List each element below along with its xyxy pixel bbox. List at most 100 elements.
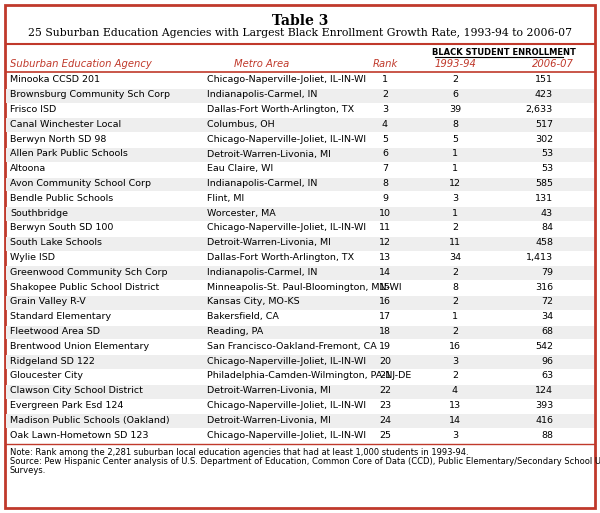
Bar xyxy=(6,385,594,399)
Text: 302: 302 xyxy=(535,135,553,144)
Text: 34: 34 xyxy=(449,253,461,262)
Text: 15: 15 xyxy=(379,283,391,292)
Text: 151: 151 xyxy=(535,75,553,85)
Text: Greenwood Community Sch Corp: Greenwood Community Sch Corp xyxy=(10,268,167,277)
Bar xyxy=(6,266,594,280)
Text: Clawson City School District: Clawson City School District xyxy=(10,386,143,396)
Bar xyxy=(6,415,594,428)
Text: 3: 3 xyxy=(382,105,388,114)
Text: 11: 11 xyxy=(379,224,391,232)
Text: 25: 25 xyxy=(379,431,391,440)
Text: 2: 2 xyxy=(452,268,458,277)
Text: Detroit-Warren-Livonia, MI: Detroit-Warren-Livonia, MI xyxy=(207,416,331,425)
Text: 458: 458 xyxy=(535,239,553,247)
Text: Chicago-Naperville-Joliet, IL-IN-WI: Chicago-Naperville-Joliet, IL-IN-WI xyxy=(207,401,366,410)
Text: 24: 24 xyxy=(379,416,391,425)
Text: 13: 13 xyxy=(379,253,391,262)
Text: San Francisco-Oakland-Fremont, CA: San Francisco-Oakland-Fremont, CA xyxy=(207,342,377,351)
Text: Chicago-Naperville-Joliet, IL-IN-WI: Chicago-Naperville-Joliet, IL-IN-WI xyxy=(207,224,366,232)
Text: 4: 4 xyxy=(452,386,458,396)
Text: Metro Area: Metro Area xyxy=(235,59,290,69)
Text: 2: 2 xyxy=(382,90,388,100)
Text: 2: 2 xyxy=(452,327,458,336)
Text: 13: 13 xyxy=(449,401,461,410)
Text: 6: 6 xyxy=(452,90,458,100)
Text: Suburban Education Agency: Suburban Education Agency xyxy=(10,59,152,69)
Text: 1: 1 xyxy=(452,164,458,173)
Bar xyxy=(6,177,594,191)
Text: Flint, MI: Flint, MI xyxy=(207,194,244,203)
Bar xyxy=(6,326,594,340)
Text: Southbridge: Southbridge xyxy=(10,209,68,218)
Text: 1,413: 1,413 xyxy=(526,253,553,262)
Text: 2006-07: 2006-07 xyxy=(532,59,574,69)
Bar xyxy=(6,207,594,221)
Text: 1: 1 xyxy=(382,75,388,85)
Text: 96: 96 xyxy=(541,357,553,366)
Text: 53: 53 xyxy=(541,149,553,159)
Text: 4: 4 xyxy=(382,120,388,129)
Text: 416: 416 xyxy=(535,416,553,425)
Text: 68: 68 xyxy=(541,327,553,336)
Text: Detroit-Warren-Livonia, MI: Detroit-Warren-Livonia, MI xyxy=(207,149,331,159)
Text: Frisco ISD: Frisco ISD xyxy=(10,105,56,114)
Text: Dallas-Fort Worth-Arlington, TX: Dallas-Fort Worth-Arlington, TX xyxy=(207,253,354,262)
Text: BLACK STUDENT ENROLLMENT: BLACK STUDENT ENROLLMENT xyxy=(432,48,576,57)
Text: 8: 8 xyxy=(452,283,458,292)
Text: 18: 18 xyxy=(379,327,391,336)
Bar xyxy=(6,119,594,132)
Text: Indianapolis-Carmel, IN: Indianapolis-Carmel, IN xyxy=(207,268,317,277)
Text: 34: 34 xyxy=(541,312,553,321)
Text: 16: 16 xyxy=(379,298,391,306)
Text: Chicago-Naperville-Joliet, IL-IN-WI: Chicago-Naperville-Joliet, IL-IN-WI xyxy=(207,135,366,144)
Text: 2: 2 xyxy=(452,224,458,232)
Text: 3: 3 xyxy=(452,357,458,366)
Text: 79: 79 xyxy=(541,268,553,277)
Text: Indianapolis-Carmel, IN: Indianapolis-Carmel, IN xyxy=(207,90,317,100)
Text: Dallas-Fort Worth-Arlington, TX: Dallas-Fort Worth-Arlington, TX xyxy=(207,105,354,114)
Text: 8: 8 xyxy=(382,179,388,188)
Text: 2: 2 xyxy=(452,75,458,85)
Text: 393: 393 xyxy=(535,401,553,410)
Text: 10: 10 xyxy=(379,209,391,218)
Text: Indianapolis-Carmel, IN: Indianapolis-Carmel, IN xyxy=(207,179,317,188)
Text: 131: 131 xyxy=(535,194,553,203)
Text: 124: 124 xyxy=(535,386,553,396)
Text: Chicago-Naperville-Joliet, IL-IN-WI: Chicago-Naperville-Joliet, IL-IN-WI xyxy=(207,431,366,440)
Text: Gloucester City: Gloucester City xyxy=(10,371,83,381)
Text: 316: 316 xyxy=(535,283,553,292)
Text: Madison Public Schools (Oakland): Madison Public Schools (Oakland) xyxy=(10,416,170,425)
Text: 12: 12 xyxy=(379,239,391,247)
Text: 517: 517 xyxy=(535,120,553,129)
Text: 22: 22 xyxy=(379,386,391,396)
Text: Note: Rank among the 2,281 suburban local education agencies that had at least 1: Note: Rank among the 2,281 suburban loca… xyxy=(10,448,469,457)
Text: Altoona: Altoona xyxy=(10,164,46,173)
Text: Table 3: Table 3 xyxy=(272,14,328,28)
Text: 5: 5 xyxy=(452,135,458,144)
Bar xyxy=(6,237,594,250)
Text: 9: 9 xyxy=(382,194,388,203)
Text: Grain Valley R-V: Grain Valley R-V xyxy=(10,298,86,306)
Text: Minooka CCSD 201: Minooka CCSD 201 xyxy=(10,75,100,85)
Text: 2: 2 xyxy=(452,371,458,381)
Text: Bakersfield, CA: Bakersfield, CA xyxy=(207,312,279,321)
Text: 12: 12 xyxy=(449,179,461,188)
Text: Oak Lawn-Hometown SD 123: Oak Lawn-Hometown SD 123 xyxy=(10,431,149,440)
Text: 11: 11 xyxy=(449,239,461,247)
Text: 8: 8 xyxy=(452,120,458,129)
Text: Brentwood Union Elementary: Brentwood Union Elementary xyxy=(10,342,149,351)
Text: Berwyn North SD 98: Berwyn North SD 98 xyxy=(10,135,106,144)
Text: South Lake Schools: South Lake Schools xyxy=(10,239,102,247)
Text: Chicago-Naperville-Joliet, IL-IN-WI: Chicago-Naperville-Joliet, IL-IN-WI xyxy=(207,75,366,85)
Text: Allen Park Public Schools: Allen Park Public Schools xyxy=(10,149,128,159)
Text: Avon Community School Corp: Avon Community School Corp xyxy=(10,179,151,188)
Text: Bendle Public Schools: Bendle Public Schools xyxy=(10,194,113,203)
Text: Source: Pew Hispanic Center analysis of U.S. Department of Education, Common Cor: Source: Pew Hispanic Center analysis of … xyxy=(10,457,600,466)
Text: 19: 19 xyxy=(379,342,391,351)
Text: 423: 423 xyxy=(535,90,553,100)
Text: Wylie ISD: Wylie ISD xyxy=(10,253,55,262)
Text: 1: 1 xyxy=(452,312,458,321)
Text: Detroit-Warren-Livonia, MI: Detroit-Warren-Livonia, MI xyxy=(207,386,331,396)
Text: Minneapolis-St. Paul-Bloomington, MN-WI: Minneapolis-St. Paul-Bloomington, MN-WI xyxy=(207,283,401,292)
Text: 5: 5 xyxy=(382,135,388,144)
